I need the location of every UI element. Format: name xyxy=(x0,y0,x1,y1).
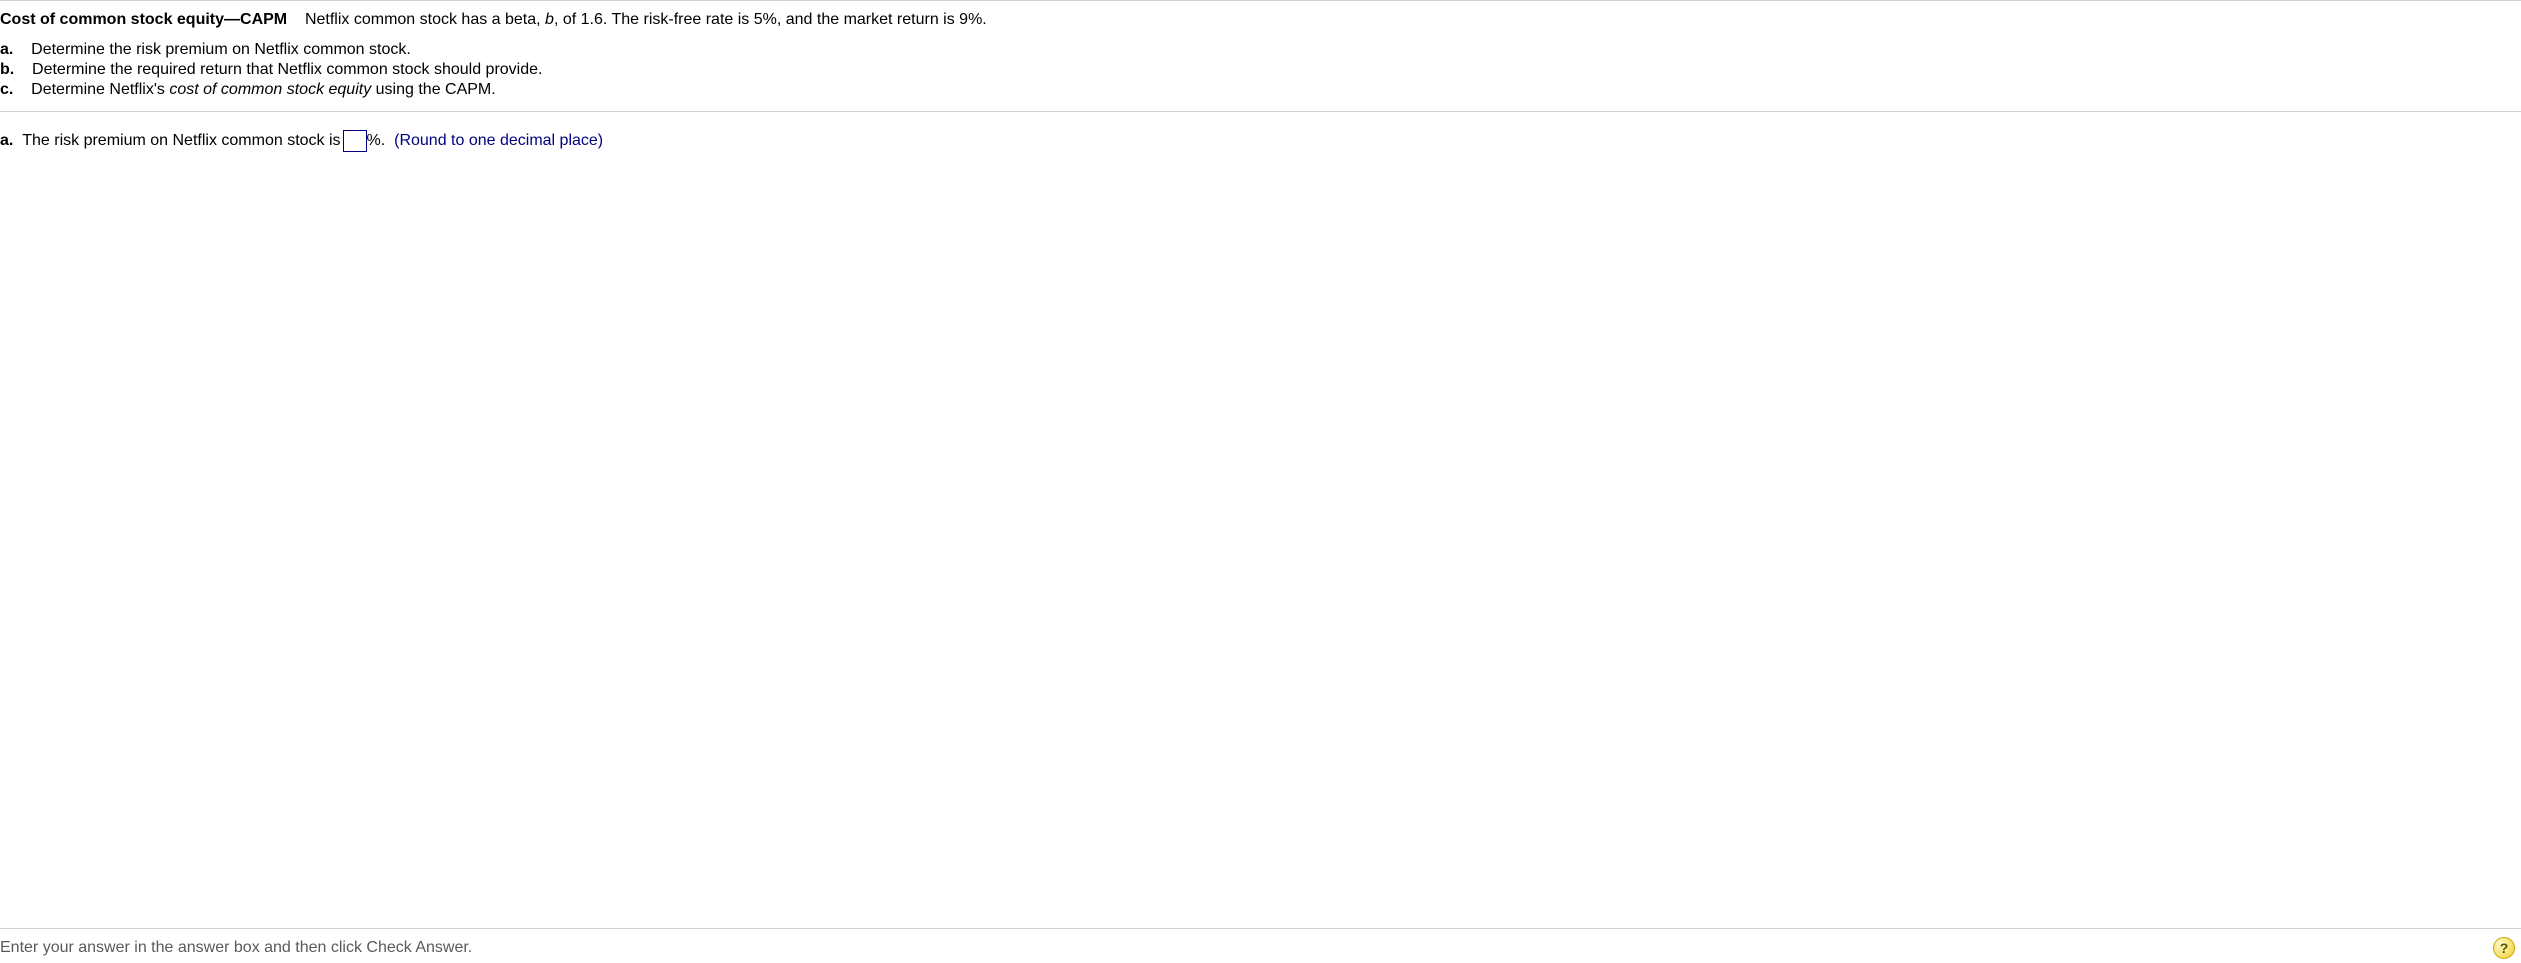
answer-block: a. The risk premium on Netflix common st… xyxy=(0,124,2521,152)
question-title: Cost of common stock equity—CAPM xyxy=(0,11,287,28)
answer-pre-text: The risk premium on Netflix common stock… xyxy=(22,132,340,150)
part-c: c. Determine Netflix's cost of common st… xyxy=(0,81,2521,99)
part-c-text-pre: Determine Netflix's xyxy=(31,81,169,98)
help-icon[interactable]: ? xyxy=(2493,937,2515,959)
part-a: a. Determine the risk premium on Netflix… xyxy=(0,41,2521,59)
part-b: b. Determine the required return that Ne… xyxy=(0,61,2521,79)
rounding-hint: (Round to one decimal place) xyxy=(394,132,603,150)
part-c-text-post: using the CAPM. xyxy=(371,81,496,98)
risk-premium-input[interactable] xyxy=(343,130,367,152)
part-a-letter: a. xyxy=(0,41,13,58)
answer-line: a. The risk premium on Netflix common st… xyxy=(0,130,2521,152)
footer-bar: Enter your answer in the answer box and … xyxy=(0,928,2521,963)
answer-letter: a. xyxy=(0,132,13,150)
part-b-letter: b. xyxy=(0,61,14,78)
part-b-text: Determine the required return that Netfl… xyxy=(32,61,542,78)
part-a-text: Determine the risk premium on Netflix co… xyxy=(31,41,411,58)
question-intro: Cost of common stock equity—CAPM Netflix… xyxy=(0,11,2521,29)
part-c-text-italic: cost of common stock equity xyxy=(169,81,371,98)
question-block: Cost of common stock equity—CAPM Netflix… xyxy=(0,0,2521,112)
footer-instruction: Enter your answer in the answer box and … xyxy=(0,939,472,957)
part-c-letter: c. xyxy=(0,81,13,98)
answer-percent: %. xyxy=(367,132,386,150)
intro-text: Netflix common stock has a beta, b, of 1… xyxy=(292,11,987,28)
